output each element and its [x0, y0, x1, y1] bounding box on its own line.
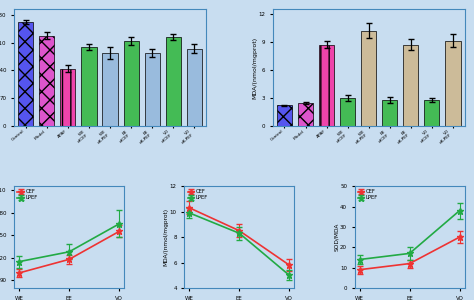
Bar — [39, 36, 55, 126]
Bar — [446, 41, 461, 126]
Y-axis label: MDA/(nmol/mgprot): MDA/(nmol/mgprot) — [252, 37, 257, 99]
Bar — [319, 45, 334, 126]
Legend: CEF, LPEF: CEF, LPEF — [17, 189, 38, 201]
Bar — [124, 41, 139, 126]
Legend: CEF, LPEF: CEF, LPEF — [187, 189, 208, 201]
Bar — [18, 22, 33, 126]
Legend: CEF, LPEF: CEF, LPEF — [357, 189, 379, 201]
Bar — [382, 100, 397, 126]
Bar — [60, 68, 75, 126]
Bar — [82, 47, 97, 126]
Bar — [403, 45, 419, 126]
Bar — [361, 31, 376, 126]
Bar — [340, 98, 355, 126]
Bar — [187, 49, 202, 126]
Bar — [145, 52, 160, 126]
Bar — [102, 52, 118, 126]
Bar — [165, 37, 181, 126]
Bar — [424, 100, 439, 126]
Bar — [298, 103, 313, 126]
Y-axis label: SOD/MDA: SOD/MDA — [334, 223, 338, 251]
Y-axis label: MDA/(nmol/mgprot): MDA/(nmol/mgprot) — [164, 208, 168, 266]
Bar — [277, 105, 292, 126]
